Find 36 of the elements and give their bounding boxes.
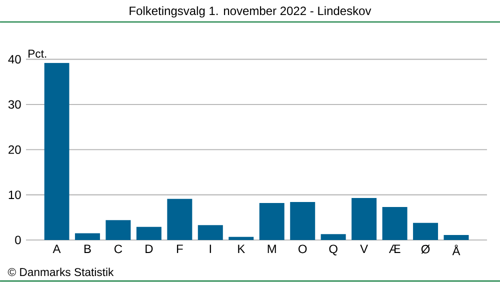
bar — [320, 234, 346, 240]
text: © Danmarks Statistik — [8, 268, 114, 276]
bar — [352, 198, 377, 240]
y-axis-title: Pct. — [28, 50, 46, 58]
x-tick-label: D — [146, 244, 153, 253]
bar — [167, 198, 192, 240]
bar — [259, 202, 284, 240]
x-tick-label: Ø — [421, 244, 430, 254]
x-tick-label: Æ — [388, 244, 400, 253]
x-tick-label: Q — [329, 244, 338, 256]
bar — [228, 236, 254, 240]
x-tick-label: B — [84, 244, 91, 253]
y-tick-label: 20 — [8, 145, 21, 154]
bar — [106, 220, 131, 240]
y-tick-label: 30 — [8, 100, 21, 109]
bar — [74, 233, 100, 240]
x-tick-label: C — [114, 244, 122, 254]
bar — [290, 202, 316, 240]
bar — [198, 225, 223, 240]
bar — [136, 226, 162, 240]
x-tick-label: O — [298, 244, 307, 254]
y-tick-label: 40 — [8, 55, 21, 64]
y-tick-label: 10 — [8, 190, 21, 200]
x-tick-label: V — [360, 244, 368, 253]
x-tick-label: I — [210, 244, 211, 253]
x-tick-label: A — [52, 244, 61, 253]
bar — [44, 62, 70, 240]
x-tick-label: Å — [452, 244, 460, 256]
bar — [382, 207, 408, 240]
x-tick-label: M — [268, 244, 276, 253]
x-tick-label: K — [238, 244, 245, 253]
bar — [413, 222, 438, 240]
y-tick-label: 0 — [15, 236, 21, 244]
chart-title: Folketingsvalg 1. november 2022 - Lindeskov — [130, 6, 372, 18]
bar — [444, 235, 469, 240]
x-tick-label: F — [176, 244, 183, 253]
